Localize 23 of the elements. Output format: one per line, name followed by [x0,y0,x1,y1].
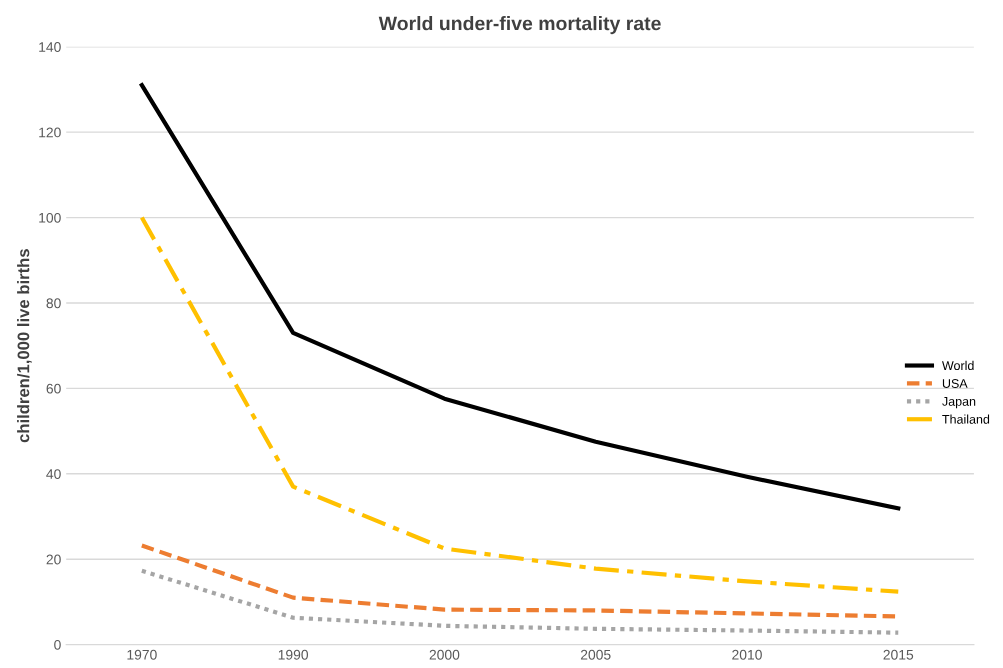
line-series [139,215,901,594]
chart-title: World under-five mortality rate [378,16,661,35]
y-tick-label: 120 [39,127,61,138]
y-tick-label: 40 [46,469,61,479]
y-tick-label: 80 [46,298,61,309]
y-tick-label: 60 [46,383,61,394]
x-tick-label: 2000 [429,649,460,660]
legend-label: World [942,360,974,371]
y-tick-label: 20 [46,554,61,565]
y-tick-label: 140 [39,42,61,52]
x-tick-label: 2005 [580,649,611,660]
line-series [139,568,901,635]
legend-label: USA [942,379,968,388]
y-axis-title: children/1,000 live births [17,249,32,443]
x-tick-label: 2015 [883,649,914,660]
x-tick-label: 1970 [127,649,157,660]
x-tick-label: 1990 [278,649,309,660]
y-tick-label: 0 [54,639,61,650]
x-tick-label: 2010 [732,649,762,660]
legend-label: Thailand [942,414,990,424]
y-tick-label: 100 [39,212,61,223]
legend-label: Japan [942,397,976,409]
line-series [139,83,901,511]
